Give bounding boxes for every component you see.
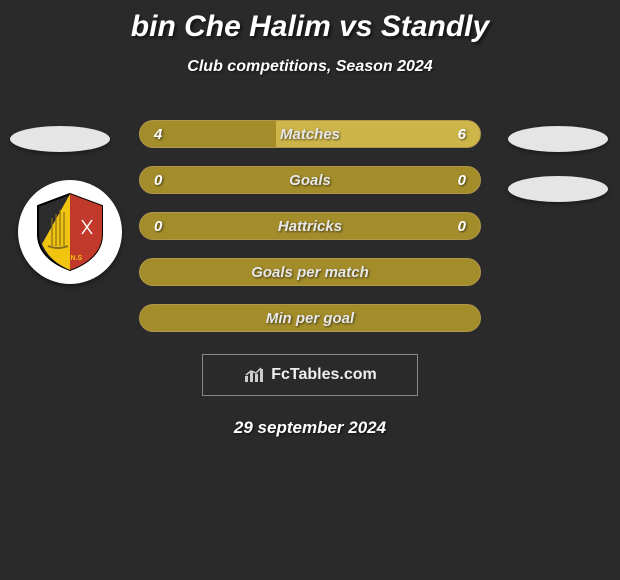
stat-left-value: 0 — [154, 172, 162, 189]
club-badge: P.B.N.S — [18, 180, 122, 284]
stat-right-value: 0 — [458, 218, 466, 235]
svg-text:P.B.N.S: P.B.N.S — [58, 255, 83, 262]
stat-left-value: 0 — [154, 218, 162, 235]
subtitle: Club competitions, Season 2024 — [0, 58, 620, 76]
fctables-attribution[interactable]: FcTables.com — [202, 354, 418, 396]
player-avatar-right-1 — [508, 126, 608, 152]
stat-row-min-per-goal: Min per goal — [139, 304, 481, 332]
stat-label: Goals per match — [251, 264, 369, 281]
club-badge-svg: P.B.N.S — [30, 190, 110, 274]
stat-row-goals-per-match: Goals per match — [139, 258, 481, 286]
player-avatar-left — [10, 126, 110, 152]
player-avatar-right-2 — [508, 176, 608, 202]
stat-right-value: 6 — [458, 126, 466, 143]
page-title: bin Che Halim vs Standly — [0, 0, 620, 44]
stat-label: Matches — [280, 126, 340, 143]
stat-label: Goals — [289, 172, 331, 189]
stat-row-matches: 4 Matches 6 — [139, 120, 481, 148]
stat-row-hattricks: 0 Hattricks 0 — [139, 212, 481, 240]
date-text: 29 september 2024 — [0, 418, 620, 438]
fctables-label: FcTables.com — [271, 366, 377, 384]
stat-row-goals: 0 Goals 0 — [139, 166, 481, 194]
stat-label: Hattricks — [278, 218, 342, 235]
chart-icon — [243, 366, 265, 384]
stat-right-value: 0 — [458, 172, 466, 189]
stat-left-value: 4 — [154, 126, 162, 143]
stat-label: Min per goal — [266, 310, 354, 327]
